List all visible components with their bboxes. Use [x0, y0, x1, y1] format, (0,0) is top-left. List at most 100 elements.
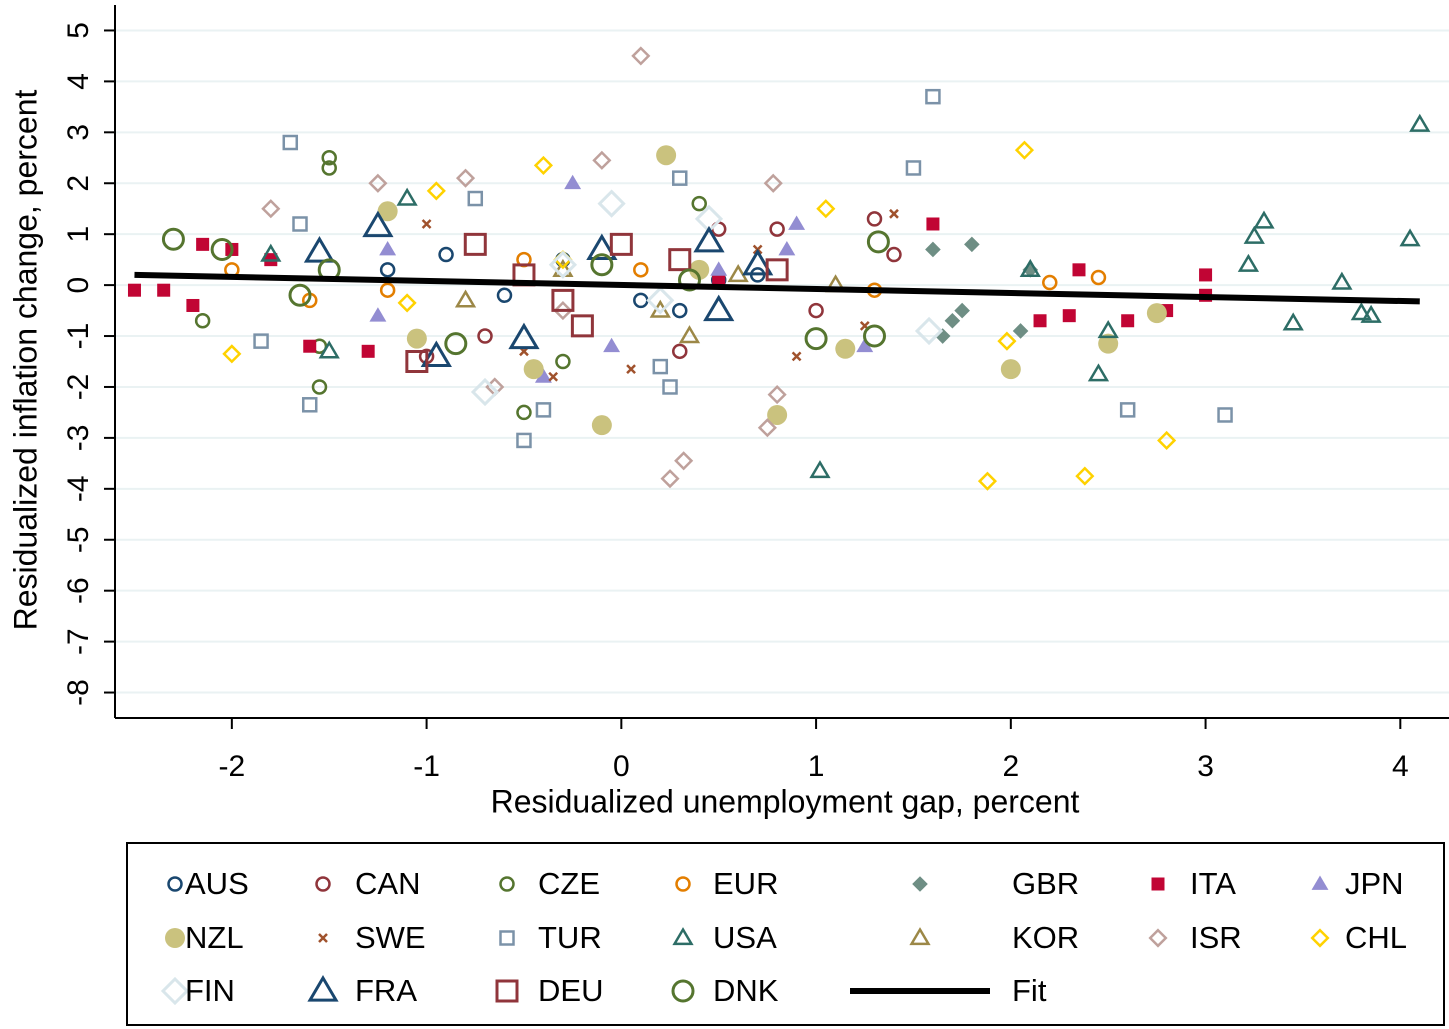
marker: [261, 199, 281, 219]
marker: [379, 282, 396, 298]
marker: [564, 174, 582, 190]
legend-label: ITA: [1190, 866, 1236, 901]
legend-marker: [315, 876, 331, 892]
marker: [689, 259, 710, 280]
marker: [1360, 304, 1382, 323]
marker: [438, 246, 454, 263]
marker: [672, 343, 688, 360]
marker: [548, 371, 559, 382]
y-tick-label: 1: [62, 226, 95, 243]
marker: [1217, 407, 1233, 423]
marker: [379, 262, 396, 278]
marker: [516, 432, 532, 449]
marker: [1075, 466, 1095, 486]
legend-label: KOR: [1012, 920, 1079, 955]
marker: [362, 210, 394, 238]
fit-line: [134, 271, 1420, 305]
marker: [703, 294, 735, 322]
marker: [282, 134, 299, 151]
marker: [260, 243, 282, 262]
marker: [672, 302, 688, 319]
legend-marker: [1148, 928, 1168, 948]
marker: [778, 241, 796, 256]
marker: [603, 337, 621, 353]
marker: [1121, 314, 1135, 328]
marker: [609, 232, 633, 256]
y-tick-label: -1: [62, 323, 95, 350]
marker: [369, 307, 387, 322]
marker: [727, 264, 749, 283]
legend-marker: [1151, 877, 1165, 891]
marker: [662, 379, 678, 395]
marker: [426, 181, 446, 201]
marker: [889, 208, 899, 219]
legend-label: FRA: [355, 973, 417, 1008]
marker: [420, 340, 452, 368]
marker: [548, 250, 578, 279]
legend-label: CAN: [355, 866, 420, 901]
legend: AUS CAN CZE EUR GBR ITA JPN NZL SWE TUR USA KOR ISR C…: [160, 866, 1407, 1008]
y-tick-label: -4: [62, 475, 95, 502]
marker: [592, 150, 612, 170]
marker: [1237, 253, 1260, 272]
x-tick-label: 1: [808, 750, 825, 783]
marker: [1399, 228, 1421, 247]
marker: [301, 397, 318, 413]
marker: [1033, 314, 1047, 328]
marker: [1350, 302, 1373, 321]
marker: [631, 46, 651, 66]
marker: [925, 88, 941, 105]
marker: [406, 328, 427, 349]
marker: [396, 187, 418, 206]
legend-marker: [1310, 928, 1330, 948]
legend-label: CHL: [1345, 920, 1407, 955]
marker: [866, 230, 890, 254]
marker: [712, 273, 726, 287]
marker: [765, 258, 789, 282]
marker: [769, 221, 785, 237]
marker: [626, 364, 636, 375]
marker: [652, 358, 669, 375]
legend-marker: [165, 928, 185, 948]
marker: [292, 216, 308, 232]
marker: [553, 301, 573, 321]
marker: [633, 262, 649, 278]
marker: [397, 293, 417, 313]
marker: [477, 328, 493, 344]
marker: [1090, 269, 1107, 286]
marker: [586, 233, 618, 261]
marker: [791, 351, 802, 362]
marker: [804, 327, 828, 351]
marker: [1062, 309, 1076, 323]
marker: [590, 253, 614, 277]
marker: [455, 168, 476, 188]
marker: [421, 219, 432, 229]
y-tick-label: -2: [62, 374, 95, 401]
marker: [496, 287, 513, 304]
marker: [856, 337, 874, 353]
legend-label: USA: [713, 920, 777, 955]
marker: [194, 313, 211, 329]
legend-marker: [1311, 875, 1329, 890]
marker: [905, 160, 922, 176]
legend-marker: [675, 876, 691, 892]
marker: [454, 289, 477, 308]
legend-label: Fit: [1012, 973, 1047, 1008]
marker: [1199, 268, 1213, 282]
marker: [944, 312, 961, 329]
marker: [470, 377, 500, 407]
marker: [379, 241, 397, 256]
legend-label: TUR: [538, 920, 602, 955]
marker: [678, 325, 701, 344]
marker: [1282, 312, 1304, 331]
marker: [405, 350, 429, 373]
marker: [303, 339, 317, 353]
y-tick-label: -7: [62, 628, 95, 655]
marker: [835, 338, 856, 359]
marker: [534, 368, 552, 383]
legend-marker: [499, 930, 515, 946]
legend-marker: [160, 976, 190, 1006]
marker: [570, 314, 594, 338]
marker: [788, 215, 806, 230]
marker: [674, 451, 694, 471]
